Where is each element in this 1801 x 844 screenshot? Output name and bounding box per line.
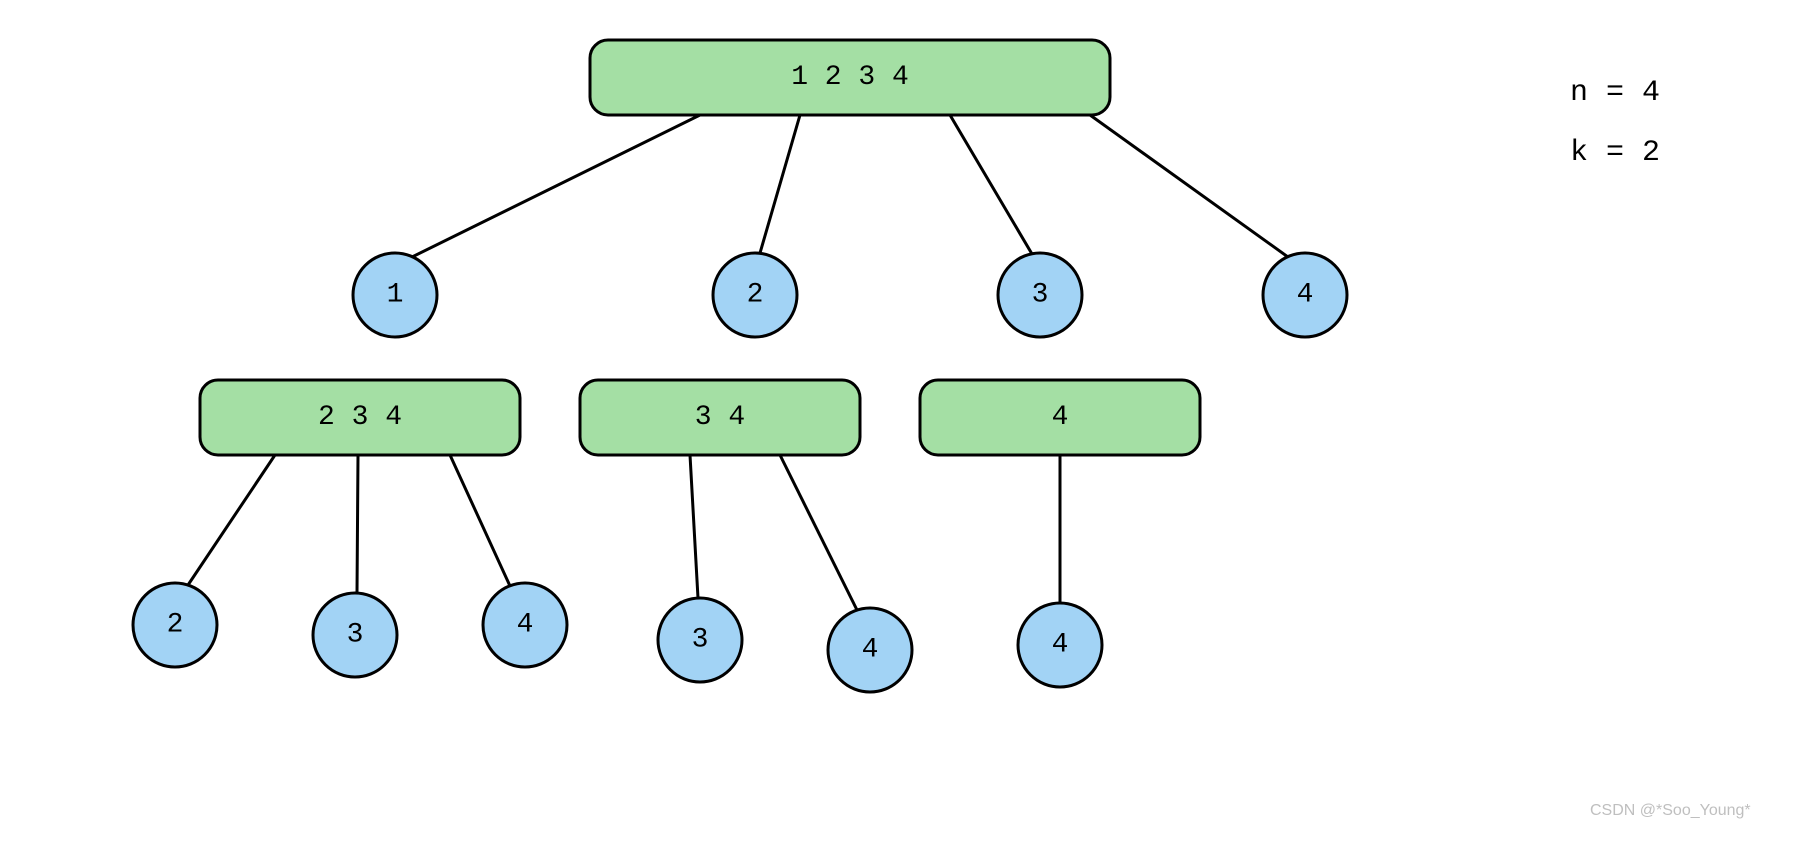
node-label: 1	[387, 280, 404, 311]
node-c4b: 4	[483, 583, 567, 667]
choice-set-label: 3 4	[695, 402, 745, 433]
node-label: 3	[692, 625, 709, 656]
node-c2: 2	[713, 253, 797, 337]
node-c3c: 3	[658, 598, 742, 682]
combination-tree-diagram: 1 2 3 4 2 3 4 3 4 4 1 2 3 4 2 3 4 3 4 4 n = 4 k = 2 CSDN…	[0, 0, 1801, 844]
param-n-label: n = 4	[1570, 76, 1660, 110]
node-c4c: 4	[828, 608, 912, 692]
node-c2b: 2	[133, 583, 217, 667]
node-label: 4	[862, 635, 879, 666]
choice-set-label: 1 2 3 4	[791, 62, 909, 93]
node-label: 3	[1032, 280, 1049, 311]
node-c4: 4	[1263, 253, 1347, 337]
node-label: 4	[1052, 630, 1069, 661]
watermark-text: CSDN @*Soo_Young*	[1590, 802, 1751, 819]
node-c3b: 3	[313, 593, 397, 677]
node-c4d: 4	[1018, 603, 1102, 687]
choice-set-label: 2 3 4	[318, 402, 402, 433]
node-label: 3	[347, 620, 364, 651]
node-c1: 1	[353, 253, 437, 337]
node-label: 2	[747, 280, 764, 311]
param-k-label: k = 2	[1570, 136, 1660, 170]
choice-set-label: 4	[1052, 402, 1069, 433]
node-label: 2	[167, 610, 184, 641]
choice-set-r4: 4	[920, 380, 1200, 455]
choice-set-root: 1 2 3 4	[590, 40, 1110, 115]
choice-set-r234: 2 3 4	[200, 380, 520, 455]
node-c3: 3	[998, 253, 1082, 337]
node-label: 4	[517, 610, 534, 641]
tree-edge	[357, 455, 358, 593]
choice-set-r34: 3 4	[580, 380, 860, 455]
node-label: 4	[1297, 280, 1314, 311]
